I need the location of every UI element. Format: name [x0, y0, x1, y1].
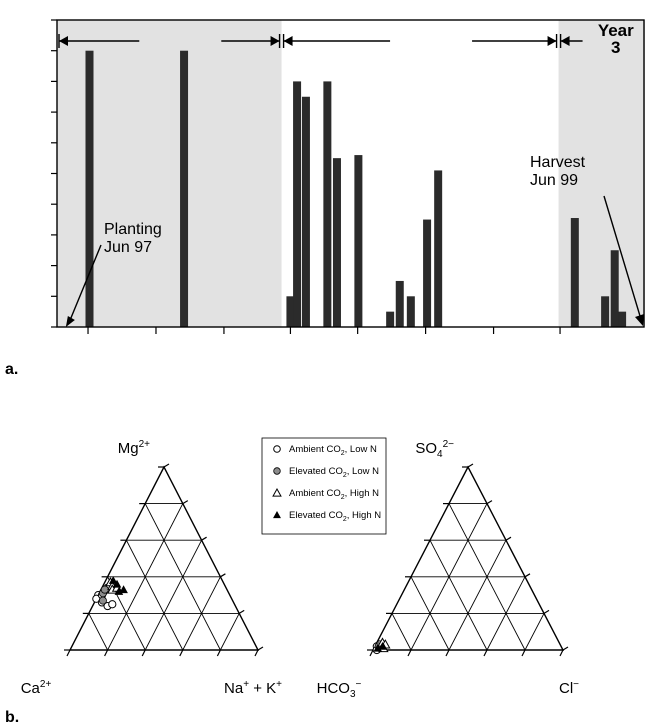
ternary-outline: [371, 465, 565, 651]
bar: [354, 155, 363, 327]
bar: [85, 50, 94, 327]
left-apex-label: Ca2+: [21, 679, 52, 697]
bar: [301, 96, 310, 327]
right-axis-tick: [562, 646, 569, 651]
planting-arrow-head: [65, 316, 75, 327]
harvest-annotation: Harvest Jun 99: [530, 154, 586, 189]
bottom-axis-tick: [521, 649, 526, 657]
bar: [423, 219, 432, 327]
right-axis-tick: [505, 536, 512, 541]
ternary-grid-line: [429, 539, 488, 651]
bar: [293, 81, 302, 328]
bottom-axis-tick: [559, 649, 564, 657]
right-axis-tick: [524, 573, 531, 578]
harvest-arrow: [603, 195, 641, 317]
year-period-shade: [57, 20, 282, 327]
data-point: [378, 642, 387, 650]
data-point: [273, 511, 281, 519]
right-apex-label: Na+ + K+: [224, 679, 282, 697]
anion-ternary-plot: SO42− HCO3− Cl−: [317, 439, 580, 700]
right-axis-tick: [467, 463, 474, 468]
bottom-axis-tick: [445, 649, 450, 657]
ternary-grid-line: [219, 613, 240, 651]
legend-entry: Elevated CO2, Low N: [289, 466, 379, 479]
right-axis-tick: [220, 573, 226, 578]
data-point: [273, 467, 281, 475]
cation-ternary-plot: Mg2+ Ca2+ Na+ + K+: [21, 439, 282, 697]
bar: [286, 296, 295, 327]
bar: [570, 218, 579, 327]
ternary-outline: [68, 465, 260, 651]
data-point: [108, 600, 117, 609]
ternary-grid-line: [144, 539, 203, 651]
bar: [395, 280, 404, 327]
bar: [610, 250, 619, 327]
data-point: [98, 596, 107, 605]
bar: [618, 311, 627, 327]
right-axis-tick: [486, 500, 493, 505]
data-point: [112, 579, 122, 588]
planting-arrow: [68, 244, 102, 324]
data-point: [273, 445, 281, 453]
bar: [386, 311, 395, 327]
year-3-label: Year 3: [598, 21, 634, 57]
arrow-head: [560, 36, 570, 46]
data-point: [373, 643, 383, 652]
right-axis-tick: [238, 609, 245, 614]
data-point: [272, 488, 282, 497]
planting-annotation: Planting Jun 97: [104, 221, 162, 256]
harvest-arrow-head: [635, 314, 644, 326]
ternary-grid-line: [448, 539, 507, 651]
arrow-head: [59, 36, 68, 46]
left-apex-label: HCO3−: [317, 679, 362, 700]
data-point: [108, 576, 118, 584]
bottom-axis-tick: [66, 649, 71, 657]
right-axis-tick: [182, 500, 189, 505]
bar: [434, 170, 443, 327]
ternary-grid-line: [182, 576, 221, 651]
bar: [406, 296, 415, 327]
panel-b-label: b.: [5, 709, 19, 726]
bar: [332, 158, 341, 327]
bottom-axis-tick: [179, 649, 184, 657]
bar: [601, 296, 610, 327]
right-axis-tick: [163, 463, 170, 468]
ternary-grid-line: [524, 613, 545, 651]
panel-a-label: a.: [5, 361, 18, 378]
bar-chart-panel: Year 3 Planting Jun 97 Harvest Jun 99: [51, 19, 645, 334]
arrow-head: [283, 36, 293, 46]
right-axis-tick: [201, 536, 207, 541]
data-point: [119, 585, 128, 594]
right-apex-label: Cl−: [559, 679, 579, 697]
ternary-grid-line: [391, 613, 412, 651]
bottom-axis-tick: [254, 649, 259, 657]
ternary-grid-line: [125, 539, 184, 651]
bar: [180, 50, 189, 327]
ternary-grid-line: [486, 576, 526, 651]
arrow-head: [270, 36, 280, 46]
bottom-axis-tick: [104, 649, 109, 657]
bar: [323, 81, 332, 328]
top-apex-label: Mg2+: [118, 439, 150, 457]
bottom-axis-tick: [369, 649, 374, 657]
right-axis-tick: [543, 609, 550, 614]
bottom-axis-tick: [407, 649, 412, 657]
legend-box: [261, 437, 387, 535]
legend-entry: Ambient CO2, Low N: [289, 444, 377, 457]
ternary-grid-line: [88, 613, 109, 651]
arrow-head: [547, 36, 557, 46]
legend: Ambient CO2, Low N Elevated CO2, Low N Amb…: [261, 437, 387, 535]
bottom-axis-tick: [216, 649, 221, 657]
legend-entry: Elevated CO2, High N: [289, 510, 381, 523]
bottom-axis-tick: [141, 649, 146, 657]
top-apex-label: SO42−: [415, 439, 454, 460]
bottom-axis-tick: [483, 649, 488, 657]
right-axis-tick: [257, 646, 264, 651]
legend-entry: Ambient CO2, High N: [289, 488, 379, 501]
ternary-grid-line: [410, 576, 450, 651]
